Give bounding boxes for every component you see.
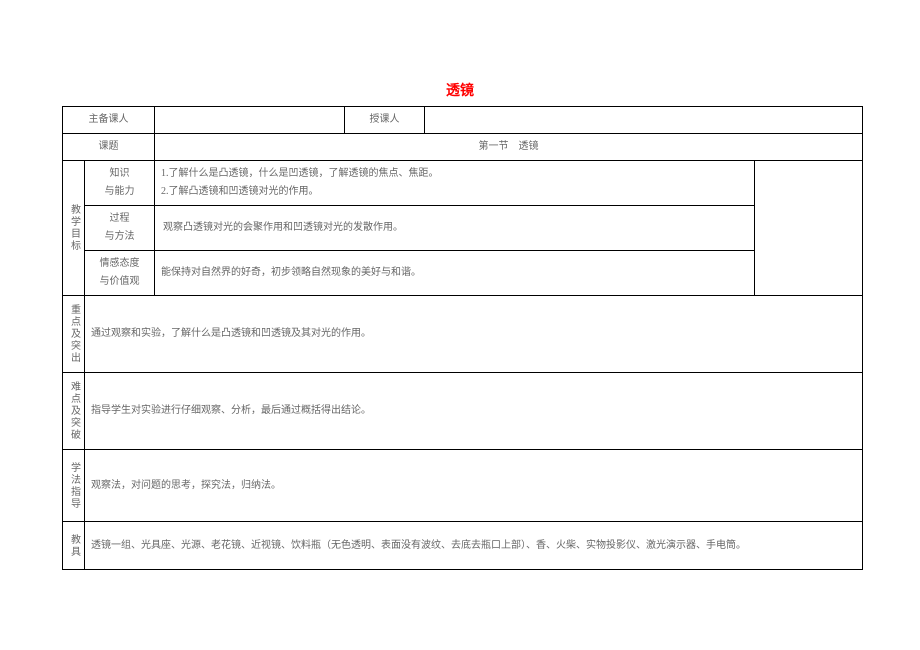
value-knowledge-2: 2.了解凸透镜和凹透镜对光的作用。 — [161, 183, 748, 201]
label-topic: 课题 — [63, 134, 155, 161]
value-emotion: 能保持对自然界的好奇，初步领略自然现象的美好与和谐。 — [155, 251, 755, 296]
value-tools: 透镜一组、光具座、光源、老花镜、近视镜、饮料瓶（无色透明、表面没有波纹、去底去瓶… — [85, 522, 863, 570]
value-knowledge-1: 1.了解什么是凸透镜，什么是凹透镜，了解透镜的焦点、焦距。 — [161, 165, 748, 183]
page-title: 透镜 — [0, 0, 920, 106]
label-emotion-1: 情感态度 — [91, 255, 148, 273]
value-process: 观察凸透镜对光的会聚作用和凹透镜对光的发散作用。 — [155, 206, 755, 251]
label-knowledge-2: 与能力 — [91, 183, 148, 201]
side-tools: 教具 — [63, 522, 85, 570]
side-goals: 教学目标 — [63, 161, 85, 296]
label-emotion: 情感态度 与价值观 — [85, 251, 155, 296]
label-main-preparer: 主备课人 — [63, 107, 155, 134]
value-topic: 第一节 透镜 — [155, 134, 863, 161]
value-main-preparer — [155, 107, 345, 134]
label-process-2: 与方法 — [91, 228, 148, 246]
lesson-plan-table: 主备课人 授课人 课题 第一节 透镜 教学目标 知识 与能力 1.了解什么是凸透… — [62, 106, 863, 570]
value-keypoint: 通过观察和实验，了解什么是凸透镜和凹透镜及其对光的作用。 — [85, 296, 863, 373]
side-keypoint: 重点及突出 — [63, 296, 85, 373]
label-emotion-2: 与价值观 — [91, 273, 148, 291]
value-knowledge: 1.了解什么是凸透镜，什么是凹透镜，了解透镜的焦点、焦距。 2.了解凸透镜和凹透… — [155, 161, 755, 206]
value-method: 观察法，对问题的思考，探究法，归纳法。 — [85, 450, 863, 522]
side-method: 学法指导 — [63, 450, 85, 522]
value-difficulty: 指导学生对实验进行仔细观察、分析，最后通过概括得出结论。 — [85, 373, 863, 450]
label-knowledge-1: 知识 — [91, 165, 148, 183]
value-lecturer — [425, 107, 863, 134]
label-process-1: 过程 — [91, 210, 148, 228]
label-lecturer: 授课人 — [345, 107, 425, 134]
goals-spare — [755, 161, 863, 296]
label-knowledge: 知识 与能力 — [85, 161, 155, 206]
label-process: 过程 与方法 — [85, 206, 155, 251]
side-difficulty: 难点及突破 — [63, 373, 85, 450]
